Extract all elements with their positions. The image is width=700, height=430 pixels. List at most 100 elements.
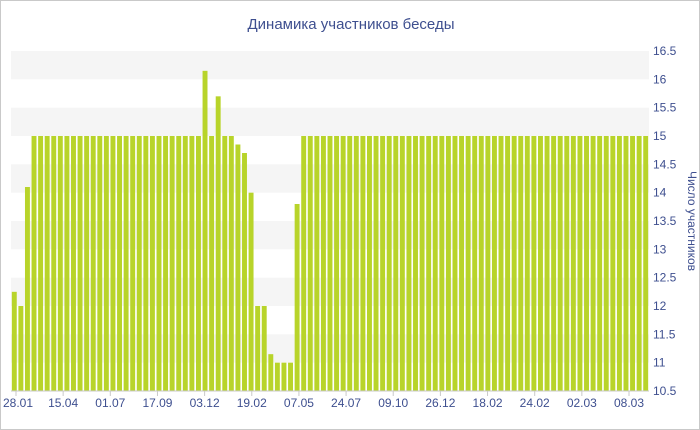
bar bbox=[288, 362, 293, 391]
bar bbox=[643, 136, 649, 391]
x-tick-label: 08.03 bbox=[614, 396, 644, 410]
bar bbox=[18, 306, 24, 391]
bar bbox=[248, 192, 254, 391]
bar bbox=[77, 136, 83, 391]
bar bbox=[373, 136, 379, 391]
bar bbox=[84, 136, 90, 391]
bar bbox=[163, 136, 169, 391]
bar bbox=[577, 136, 583, 391]
bar bbox=[610, 136, 616, 391]
bar bbox=[472, 136, 478, 391]
bar bbox=[51, 136, 57, 391]
bar bbox=[90, 136, 96, 391]
y-tick-label: 13.5 bbox=[653, 214, 677, 228]
bar bbox=[110, 136, 116, 391]
bar bbox=[584, 136, 589, 391]
x-tick-label: 02.03 bbox=[567, 396, 597, 410]
bar bbox=[182, 136, 188, 391]
x-tick-label: 24.02 bbox=[520, 396, 550, 410]
x-tick-label: 17.09 bbox=[142, 396, 172, 410]
x-tick-label: 18.02 bbox=[473, 396, 503, 410]
bar bbox=[143, 136, 149, 391]
bar bbox=[564, 136, 570, 391]
y-tick-label: 12.5 bbox=[653, 271, 677, 285]
bar bbox=[215, 96, 221, 391]
bar bbox=[636, 136, 642, 391]
bar bbox=[261, 306, 267, 391]
bar bbox=[485, 136, 491, 391]
bar bbox=[511, 136, 517, 391]
y-tick-label: 11 bbox=[653, 356, 666, 370]
x-tick-label: 09.10 bbox=[378, 396, 408, 410]
y-tick-label: 15 bbox=[653, 129, 667, 143]
x-tick-label: 15.04 bbox=[48, 396, 78, 410]
bar bbox=[491, 136, 497, 391]
bar bbox=[505, 136, 511, 391]
bar bbox=[347, 136, 353, 391]
bar bbox=[97, 136, 103, 391]
bar bbox=[189, 136, 195, 391]
bar bbox=[38, 136, 44, 391]
bar bbox=[406, 136, 412, 391]
bar bbox=[44, 136, 50, 391]
bar bbox=[103, 136, 109, 391]
bar bbox=[445, 136, 451, 391]
bar bbox=[399, 136, 405, 391]
bar bbox=[255, 306, 261, 391]
bar bbox=[465, 136, 471, 391]
bar bbox=[544, 136, 550, 391]
y-tick-label: 14.5 bbox=[653, 157, 677, 171]
bar bbox=[327, 136, 333, 391]
bar bbox=[136, 136, 142, 391]
bar bbox=[176, 136, 182, 391]
bar bbox=[380, 136, 386, 391]
y-axis-ticks: 10.5 11 11.5 12 12.5 13 13.5 14 14.5 15 15.5 16 16.5 bbox=[653, 44, 677, 398]
bar bbox=[478, 136, 484, 391]
y-tick-label: 11.5 bbox=[653, 327, 676, 341]
y-tick-label: 15.5 bbox=[653, 101, 677, 115]
x-axis-ticks: 28.01 15.04 01.07 17.09 03.12 19.02 07.05 24.07… bbox=[3, 391, 644, 410]
bar bbox=[340, 136, 346, 391]
y-axis-label: Число участников bbox=[685, 171, 699, 271]
bar bbox=[367, 136, 372, 391]
bar bbox=[222, 136, 228, 391]
y-tick-label: 13 bbox=[653, 242, 667, 256]
bar bbox=[274, 362, 280, 391]
bar bbox=[64, 136, 70, 391]
bar bbox=[459, 136, 465, 391]
x-tick-label: 03.12 bbox=[190, 396, 220, 410]
bar bbox=[538, 136, 543, 391]
bar bbox=[242, 153, 247, 391]
bar bbox=[551, 136, 557, 391]
bar bbox=[307, 136, 313, 391]
bar bbox=[393, 136, 399, 391]
bar bbox=[123, 136, 129, 391]
bar bbox=[590, 136, 596, 391]
bar bbox=[11, 291, 17, 391]
bar bbox=[71, 136, 76, 391]
bar bbox=[426, 136, 432, 391]
bar bbox=[57, 136, 63, 391]
x-tick-label: 24.07 bbox=[331, 396, 361, 410]
bar bbox=[452, 136, 458, 391]
bar bbox=[597, 136, 603, 391]
bar bbox=[413, 136, 418, 391]
bar bbox=[209, 136, 215, 391]
bar bbox=[386, 136, 392, 391]
x-tick-label: 07.05 bbox=[284, 396, 314, 410]
bar bbox=[334, 136, 340, 391]
bar bbox=[117, 136, 122, 391]
bar bbox=[360, 136, 366, 391]
bar bbox=[616, 136, 622, 391]
y-tick-label: 10.5 bbox=[653, 384, 677, 398]
y-tick-label: 12 bbox=[653, 299, 667, 313]
bar bbox=[630, 136, 636, 391]
bar bbox=[294, 204, 300, 391]
bar bbox=[235, 144, 241, 391]
bar bbox=[557, 136, 563, 391]
bar bbox=[24, 187, 30, 391]
bars-group bbox=[11, 70, 649, 392]
bar bbox=[169, 136, 175, 391]
bar bbox=[570, 136, 576, 391]
